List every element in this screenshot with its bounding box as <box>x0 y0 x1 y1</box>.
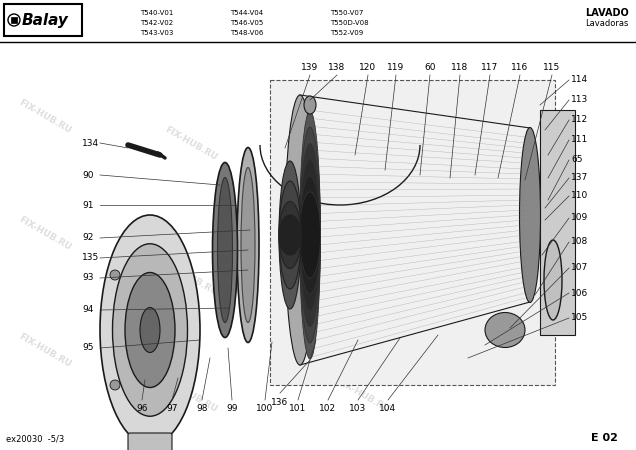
Ellipse shape <box>140 307 160 352</box>
Text: 136: 136 <box>272 398 289 407</box>
Text: 110: 110 <box>571 192 588 201</box>
Bar <box>540 110 575 335</box>
Text: 135: 135 <box>82 253 99 262</box>
Text: T550D-V08: T550D-V08 <box>330 20 369 26</box>
Text: FIX-HUB.RU: FIX-HUB.RU <box>335 378 391 414</box>
Bar <box>270 80 555 385</box>
Text: 119: 119 <box>387 63 404 72</box>
Text: 100: 100 <box>256 404 273 413</box>
Ellipse shape <box>300 176 321 294</box>
Text: 108: 108 <box>571 238 588 247</box>
Text: 137: 137 <box>571 174 588 183</box>
Circle shape <box>110 270 120 280</box>
Text: FIX-HUB.RU: FIX-HUB.RU <box>481 99 537 135</box>
Text: 114: 114 <box>571 76 588 85</box>
Text: 112: 112 <box>571 116 588 125</box>
Ellipse shape <box>300 111 321 359</box>
Text: T543-V03: T543-V03 <box>140 30 174 36</box>
Circle shape <box>8 14 20 26</box>
Ellipse shape <box>113 244 188 416</box>
Ellipse shape <box>279 215 301 255</box>
Text: 93: 93 <box>82 274 93 283</box>
Text: 95: 95 <box>82 343 93 352</box>
Text: FIX-HUB.RU: FIX-HUB.RU <box>481 216 537 252</box>
Text: FIX-HUB.RU: FIX-HUB.RU <box>17 333 73 369</box>
Bar <box>11 17 17 23</box>
Text: 120: 120 <box>359 63 377 72</box>
Ellipse shape <box>279 161 301 309</box>
Text: 104: 104 <box>380 404 397 413</box>
Text: 115: 115 <box>543 63 560 72</box>
Text: 60: 60 <box>424 63 436 72</box>
Text: T542-V02: T542-V02 <box>140 20 173 26</box>
Ellipse shape <box>241 167 255 323</box>
Text: FIX-HUB.RU: FIX-HUB.RU <box>163 261 219 297</box>
Text: 106: 106 <box>571 288 588 297</box>
Ellipse shape <box>300 159 321 310</box>
Text: FIX-HUB.RU: FIX-HUB.RU <box>335 126 391 162</box>
Text: 117: 117 <box>481 63 499 72</box>
Ellipse shape <box>212 162 237 338</box>
Ellipse shape <box>300 192 321 278</box>
Ellipse shape <box>237 148 259 342</box>
Text: 94: 94 <box>82 306 93 315</box>
Text: 139: 139 <box>301 63 319 72</box>
Text: Lavadoras: Lavadoras <box>585 19 628 28</box>
Text: FIX-HUB.RU: FIX-HUB.RU <box>163 126 219 162</box>
Text: T550-V07: T550-V07 <box>330 10 363 16</box>
Ellipse shape <box>279 202 301 269</box>
Ellipse shape <box>125 273 175 387</box>
Text: 97: 97 <box>166 404 177 413</box>
Ellipse shape <box>485 312 525 347</box>
FancyBboxPatch shape <box>128 433 172 450</box>
Ellipse shape <box>100 215 200 445</box>
Text: 65: 65 <box>571 156 583 165</box>
Text: 113: 113 <box>571 95 588 104</box>
Ellipse shape <box>304 96 316 114</box>
Text: FIX-HUB.RU: FIX-HUB.RU <box>17 99 73 135</box>
Text: 96: 96 <box>136 404 148 413</box>
Text: ex20030  -5/3: ex20030 -5/3 <box>6 434 64 443</box>
Ellipse shape <box>300 127 321 343</box>
Circle shape <box>110 380 120 390</box>
Text: LAVADO: LAVADO <box>585 8 629 18</box>
Text: E 02: E 02 <box>591 433 618 443</box>
Text: 99: 99 <box>226 404 238 413</box>
Text: 101: 101 <box>289 404 307 413</box>
Text: FIX-HUB.RU: FIX-HUB.RU <box>17 216 73 252</box>
Text: 98: 98 <box>197 404 208 413</box>
Text: FIX-HUB.RU: FIX-HUB.RU <box>481 333 537 369</box>
Text: 103: 103 <box>349 404 366 413</box>
Text: 111: 111 <box>571 135 588 144</box>
Text: FIX-HUB.RU: FIX-HUB.RU <box>335 261 391 297</box>
Ellipse shape <box>285 95 315 365</box>
Bar <box>4 4 82 36</box>
Text: T544-V04: T544-V04 <box>230 10 263 16</box>
Text: Balay: Balay <box>22 13 69 27</box>
Text: 105: 105 <box>571 314 588 323</box>
Ellipse shape <box>279 181 301 289</box>
Text: 107: 107 <box>571 264 588 273</box>
Text: T552-V09: T552-V09 <box>330 30 363 36</box>
Ellipse shape <box>300 144 321 327</box>
Text: 109: 109 <box>571 213 588 222</box>
Text: 102: 102 <box>319 404 336 413</box>
Text: 118: 118 <box>452 63 469 72</box>
Text: 138: 138 <box>328 63 345 72</box>
Text: 92: 92 <box>82 234 93 243</box>
Text: FIX-HUB.RU: FIX-HUB.RU <box>163 378 219 414</box>
Text: T546-V05: T546-V05 <box>230 20 263 26</box>
Text: T548-V06: T548-V06 <box>230 30 263 36</box>
Text: T540-V01: T540-V01 <box>140 10 174 16</box>
Text: 90: 90 <box>82 171 93 180</box>
Text: 134: 134 <box>82 139 99 148</box>
Ellipse shape <box>544 240 562 320</box>
Ellipse shape <box>218 177 233 323</box>
Ellipse shape <box>520 127 541 302</box>
Text: 91: 91 <box>82 201 93 210</box>
Text: 116: 116 <box>511 63 529 72</box>
